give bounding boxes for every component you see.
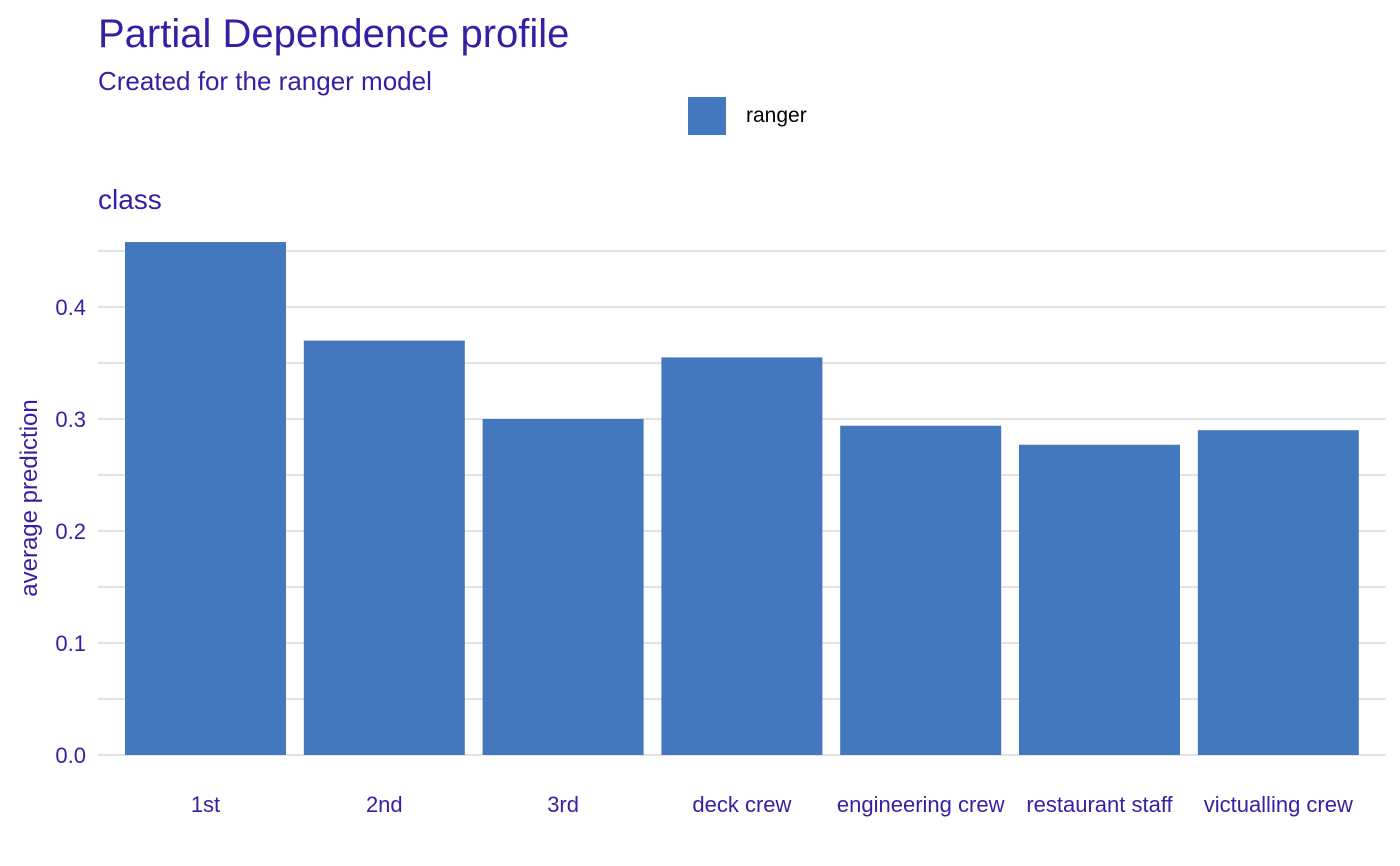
legend-label: ranger bbox=[746, 104, 807, 127]
y-tick-label: 0.0 bbox=[55, 743, 86, 768]
y-tick-labels: 0.0 0.1 0.2 0.3 0.4 bbox=[55, 295, 86, 768]
chart-title: Partial Dependence profile bbox=[98, 12, 570, 56]
bar bbox=[1019, 444, 1180, 755]
bar bbox=[840, 425, 1002, 755]
y-tick-label: 0.2 bbox=[55, 519, 86, 544]
x-tick-labels: 1st 2nd 3rd deck crew engineering crew restau… bbox=[191, 792, 1353, 817]
x-tick-label: 1st bbox=[191, 792, 220, 817]
y-tick-label: 0.1 bbox=[55, 631, 86, 656]
chart-subtitle: Created for the ranger model bbox=[98, 66, 432, 96]
bar bbox=[482, 419, 644, 755]
x-tick-label: 2nd bbox=[366, 792, 403, 817]
y-tick-label: 0.4 bbox=[55, 295, 86, 320]
x-tick-label: 3rd bbox=[547, 792, 579, 817]
y-tick-label: 0.3 bbox=[55, 407, 86, 432]
legend-swatch bbox=[688, 97, 726, 135]
x-tick-label: deck crew bbox=[692, 792, 791, 817]
bar bbox=[303, 340, 465, 755]
bar bbox=[125, 242, 286, 756]
x-tick-label: engineering crew bbox=[837, 792, 1005, 817]
x-tick-label: restaurant staff bbox=[1026, 792, 1173, 817]
bars bbox=[125, 242, 1359, 756]
y-axis-label: average prediction bbox=[16, 399, 43, 596]
bar bbox=[661, 357, 823, 755]
x-tick-label: victualling crew bbox=[1204, 792, 1353, 817]
panel-title: class bbox=[98, 184, 162, 215]
bar bbox=[1197, 430, 1359, 755]
legend: ranger bbox=[688, 97, 807, 135]
